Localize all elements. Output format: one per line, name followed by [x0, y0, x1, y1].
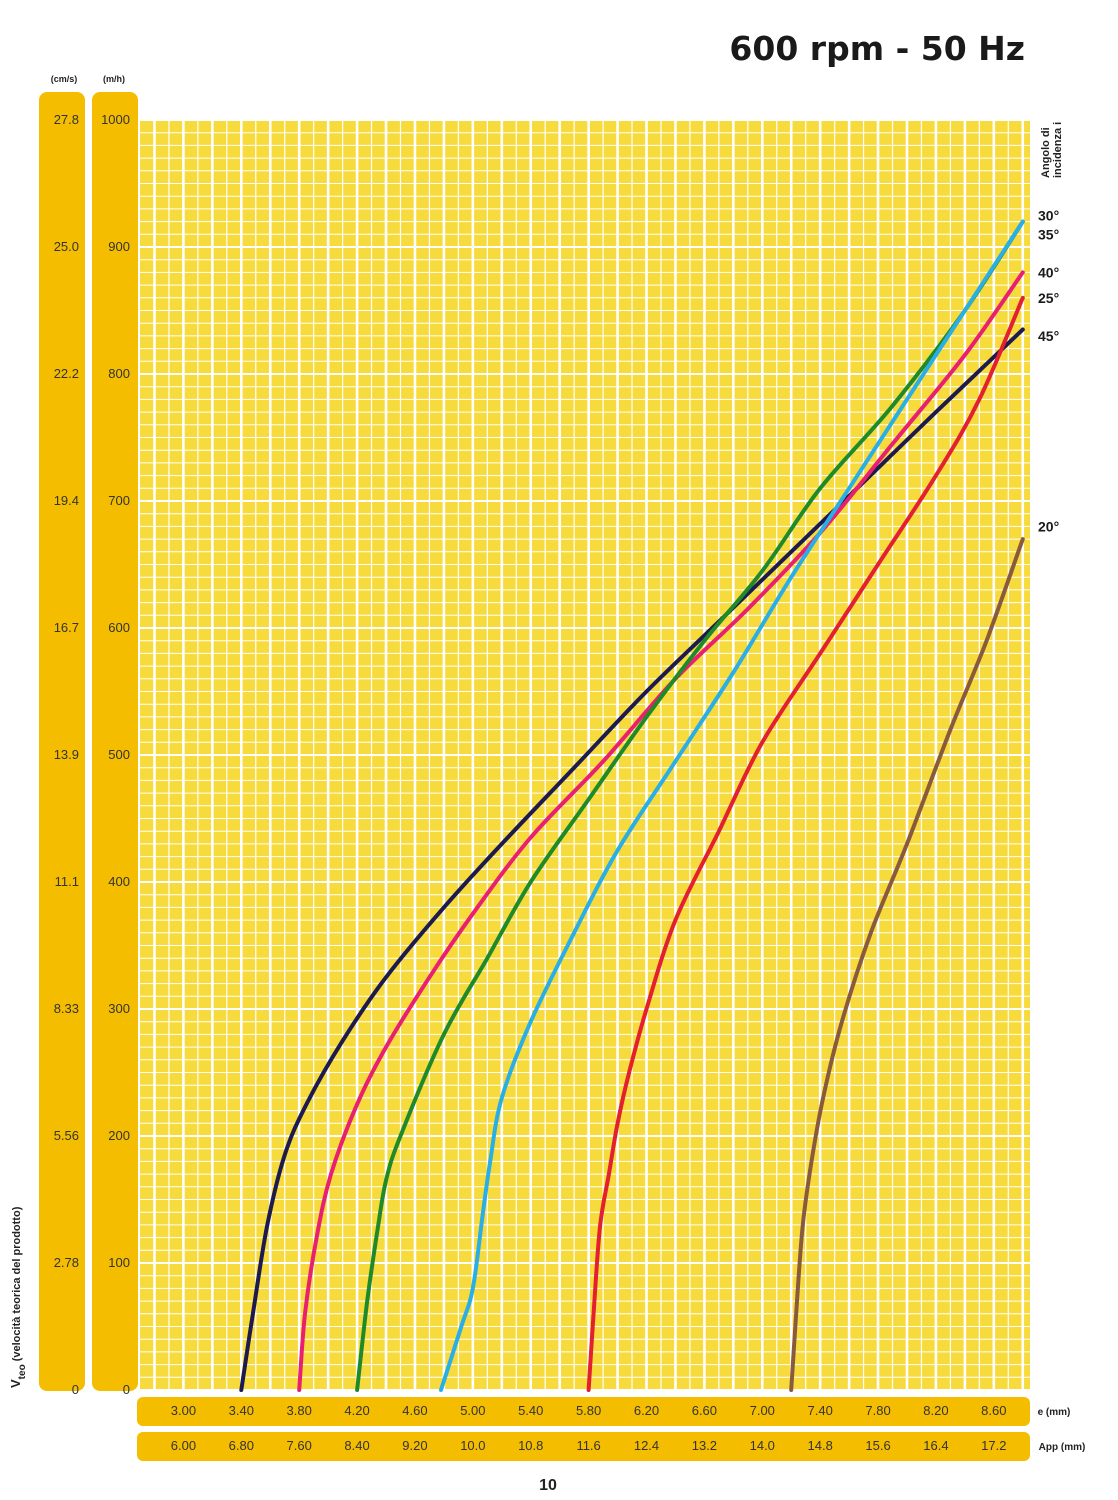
y-ticks-cms: 0 2.78 5.56 8.33 11.1 13.9 16.7 19.4 22.2 25.0 27.… — [54, 112, 79, 1397]
x-tick-label-app: 16.4 — [923, 1438, 948, 1453]
grid-major — [140, 119, 1030, 1391]
y-tick-label-cms: 0 — [72, 1382, 79, 1397]
x-axis-label-e: e (mm) — [1038, 1407, 1071, 1418]
x-axis-label-app: App (mm) — [1039, 1442, 1086, 1453]
x-band-e — [137, 1397, 1030, 1426]
series-line-45deg — [239, 327, 1025, 1392]
x-tick-label-e: 5.00 — [460, 1403, 485, 1418]
y-tick-label-cms: 5.56 — [54, 1128, 79, 1143]
y-tick-label-mh: 0 — [123, 1382, 130, 1397]
series-lines — [239, 219, 1025, 1392]
y-tick-label-mh: 800 — [108, 366, 130, 381]
x-ticks-e: 3.00 3.40 3.80 4.20 4.60 5.00 5.40 5.80 6.20 6.60… — [171, 1403, 1007, 1418]
y-axis-caption-sub: teo — [17, 1364, 28, 1379]
y-tick-label-mh: 900 — [108, 239, 130, 254]
x-band-app — [137, 1432, 1030, 1461]
y-tick-label-cms: 25.0 — [54, 239, 79, 254]
x-tick-label-e: 8.20 — [923, 1403, 948, 1418]
y-tick-label-mh: 600 — [108, 620, 130, 635]
y-band-cms — [39, 92, 85, 1391]
y-tick-label-mh: 400 — [108, 874, 130, 889]
y-tick-label-mh: 300 — [108, 1001, 130, 1016]
legend-title-line1: Angolo di — [1040, 127, 1052, 178]
legend-label-45deg: 45° — [1038, 328, 1059, 344]
x-tick-label-app: 8.40 — [344, 1438, 369, 1453]
x-tick-label-e: 8.60 — [981, 1403, 1006, 1418]
y-tick-label-mh: 200 — [108, 1128, 130, 1143]
x-tick-label-app: 15.6 — [865, 1438, 890, 1453]
legend-label-25deg: 25° — [1038, 290, 1059, 306]
x-tick-label-app: 14.8 — [808, 1438, 833, 1453]
x-tick-label-e: 7.40 — [808, 1403, 833, 1418]
chart-title: 600 rpm - 50 Hz — [729, 29, 1025, 68]
series-line-40deg — [297, 270, 1025, 1392]
y-tick-label-mh: 700 — [108, 493, 130, 508]
x-tick-label-e: 5.40 — [518, 1403, 543, 1418]
y-tick-label-cms: 16.7 — [54, 620, 79, 635]
series-line-30deg — [355, 219, 1025, 1392]
grid-minor — [140, 120, 1030, 1390]
y-tick-label-cms: 8.33 — [54, 1001, 79, 1016]
x-tick-label-app: 6.00 — [171, 1438, 196, 1453]
series-line-25deg — [586, 295, 1025, 1392]
x-tick-label-app: 9.20 — [402, 1438, 427, 1453]
legend-label-20deg: 20° — [1038, 518, 1059, 534]
y-unit-label-mh: (m/h) — [103, 74, 125, 84]
x-ticks-app: 6.00 6.80 7.60 8.40 9.20 10.0 10.8 11.6 12.4 13.2… — [171, 1438, 1007, 1453]
y-axis-caption-v: V — [8, 1379, 23, 1388]
x-tick-label-app: 14.0 — [750, 1438, 775, 1453]
legend-label-30deg: 30° — [1038, 207, 1059, 223]
y-tick-label-mh: 500 — [108, 747, 130, 762]
x-tick-label-app: 10.0 — [460, 1438, 485, 1453]
x-tick-label-e: 7.00 — [750, 1403, 775, 1418]
page-number: 10 — [539, 1477, 557, 1494]
legend-title: Angolo di incidenza i — [1040, 122, 1064, 178]
y-axis-caption: Vteo (velocità teorica del prodotto) — [8, 1206, 28, 1388]
x-tick-label-e: 3.00 — [171, 1403, 196, 1418]
legend-label-35deg: 35° — [1038, 226, 1059, 242]
series-line-35deg — [439, 219, 1025, 1392]
y-unit-label-cms: (cm/s) — [51, 74, 78, 84]
x-tick-label-app: 12.4 — [634, 1438, 659, 1453]
y-tick-label-cms: 19.4 — [54, 493, 79, 508]
x-tick-label-e: 7.80 — [865, 1403, 890, 1418]
y-tick-label-cms: 2.78 — [54, 1255, 79, 1270]
legend-title-line2: incidenza i — [1052, 122, 1064, 178]
x-tick-label-e: 5.80 — [576, 1403, 601, 1418]
y-band-mh — [92, 92, 138, 1391]
y-tick-label-cms: 22.2 — [54, 366, 79, 381]
y-ticks-mh: 0 100 200 300 400 500 600 700 800 900 1000 — [101, 112, 130, 1397]
x-tick-label-app: 7.60 — [287, 1438, 312, 1453]
x-tick-label-e: 6.20 — [634, 1403, 659, 1418]
x-tick-label-app: 13.2 — [692, 1438, 717, 1453]
x-tick-label-e: 4.60 — [402, 1403, 427, 1418]
x-tick-label-e: 4.20 — [344, 1403, 369, 1418]
series-line-20deg — [789, 537, 1025, 1392]
x-tick-label-e: 6.60 — [692, 1403, 717, 1418]
legend-label-40deg: 40° — [1038, 264, 1059, 280]
x-tick-label-e: 3.40 — [229, 1403, 254, 1418]
x-tick-label-e: 3.80 — [287, 1403, 312, 1418]
legend: 30° 35° 40° 25° 45° 20° — [1038, 207, 1059, 534]
y-tick-label-mh: 100 — [108, 1255, 130, 1270]
y-tick-label-cms: 13.9 — [54, 747, 79, 762]
x-tick-label-app: 10.8 — [518, 1438, 543, 1453]
y-tick-label-mh: 1000 — [101, 112, 130, 127]
x-tick-label-app: 11.6 — [576, 1438, 600, 1453]
y-axis-caption-rest: (velocità teorica del prodotto) — [11, 1206, 23, 1364]
y-tick-label-cms: 27.8 — [54, 112, 79, 127]
y-tick-label-cms: 11.1 — [55, 874, 79, 889]
x-tick-label-app: 6.80 — [229, 1438, 254, 1453]
x-tick-label-app: 17.2 — [981, 1438, 1006, 1453]
